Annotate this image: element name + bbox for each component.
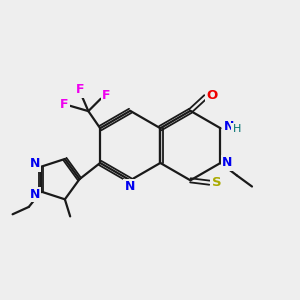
- Text: N: N: [125, 180, 135, 193]
- Text: S: S: [212, 176, 221, 189]
- Text: F: F: [102, 89, 111, 102]
- Text: N: N: [224, 120, 235, 133]
- Text: O: O: [207, 89, 218, 102]
- Text: N: N: [222, 157, 233, 169]
- Text: F: F: [60, 98, 68, 111]
- Text: F: F: [76, 83, 85, 96]
- Text: H: H: [233, 124, 241, 134]
- Text: N: N: [29, 157, 40, 170]
- Text: N: N: [29, 188, 40, 201]
